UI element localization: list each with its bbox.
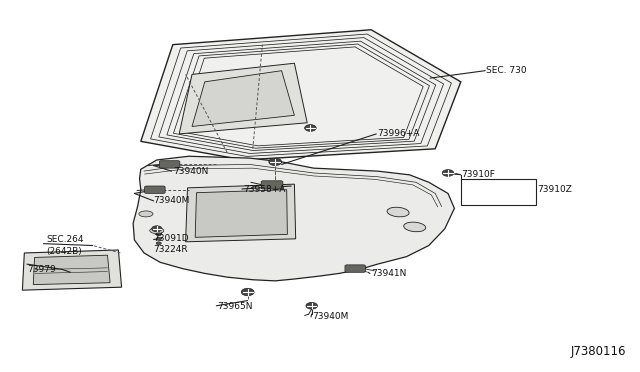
FancyBboxPatch shape	[261, 181, 283, 189]
Text: 73910F: 73910F	[461, 170, 495, 179]
Text: SEC.264: SEC.264	[46, 235, 84, 244]
Text: 73979: 73979	[27, 265, 56, 274]
Text: 73091D: 73091D	[154, 234, 189, 243]
Circle shape	[241, 288, 254, 296]
Text: 73965N: 73965N	[218, 302, 253, 311]
Circle shape	[306, 302, 317, 309]
Circle shape	[305, 125, 316, 131]
Polygon shape	[179, 63, 307, 134]
Polygon shape	[192, 71, 294, 126]
FancyBboxPatch shape	[145, 186, 165, 193]
Circle shape	[442, 170, 454, 176]
Text: 73224R: 73224R	[154, 245, 188, 254]
Text: 73996+A: 73996+A	[378, 129, 420, 138]
Text: 73940M: 73940M	[312, 312, 349, 321]
Text: 73940N: 73940N	[173, 167, 208, 176]
Text: SEC. 730: SEC. 730	[486, 66, 527, 75]
Polygon shape	[141, 30, 461, 160]
Circle shape	[152, 226, 162, 232]
FancyBboxPatch shape	[345, 265, 365, 272]
FancyBboxPatch shape	[159, 161, 180, 168]
Ellipse shape	[404, 222, 426, 232]
Text: (2642B): (2642B)	[46, 247, 82, 256]
Text: 73940M: 73940M	[154, 196, 190, 205]
Circle shape	[156, 237, 161, 240]
Ellipse shape	[139, 211, 153, 217]
Circle shape	[269, 158, 282, 166]
Ellipse shape	[150, 228, 164, 234]
Text: 73941N: 73941N	[371, 269, 406, 278]
Text: J7380116: J7380116	[570, 345, 626, 358]
Circle shape	[156, 242, 161, 245]
Polygon shape	[22, 250, 122, 290]
Circle shape	[156, 233, 161, 236]
Polygon shape	[133, 156, 454, 281]
Polygon shape	[33, 255, 110, 285]
Polygon shape	[186, 184, 296, 242]
Polygon shape	[195, 190, 287, 237]
Ellipse shape	[387, 207, 409, 217]
Text: 73958+A: 73958+A	[243, 185, 285, 194]
Text: 73910Z: 73910Z	[538, 185, 572, 194]
